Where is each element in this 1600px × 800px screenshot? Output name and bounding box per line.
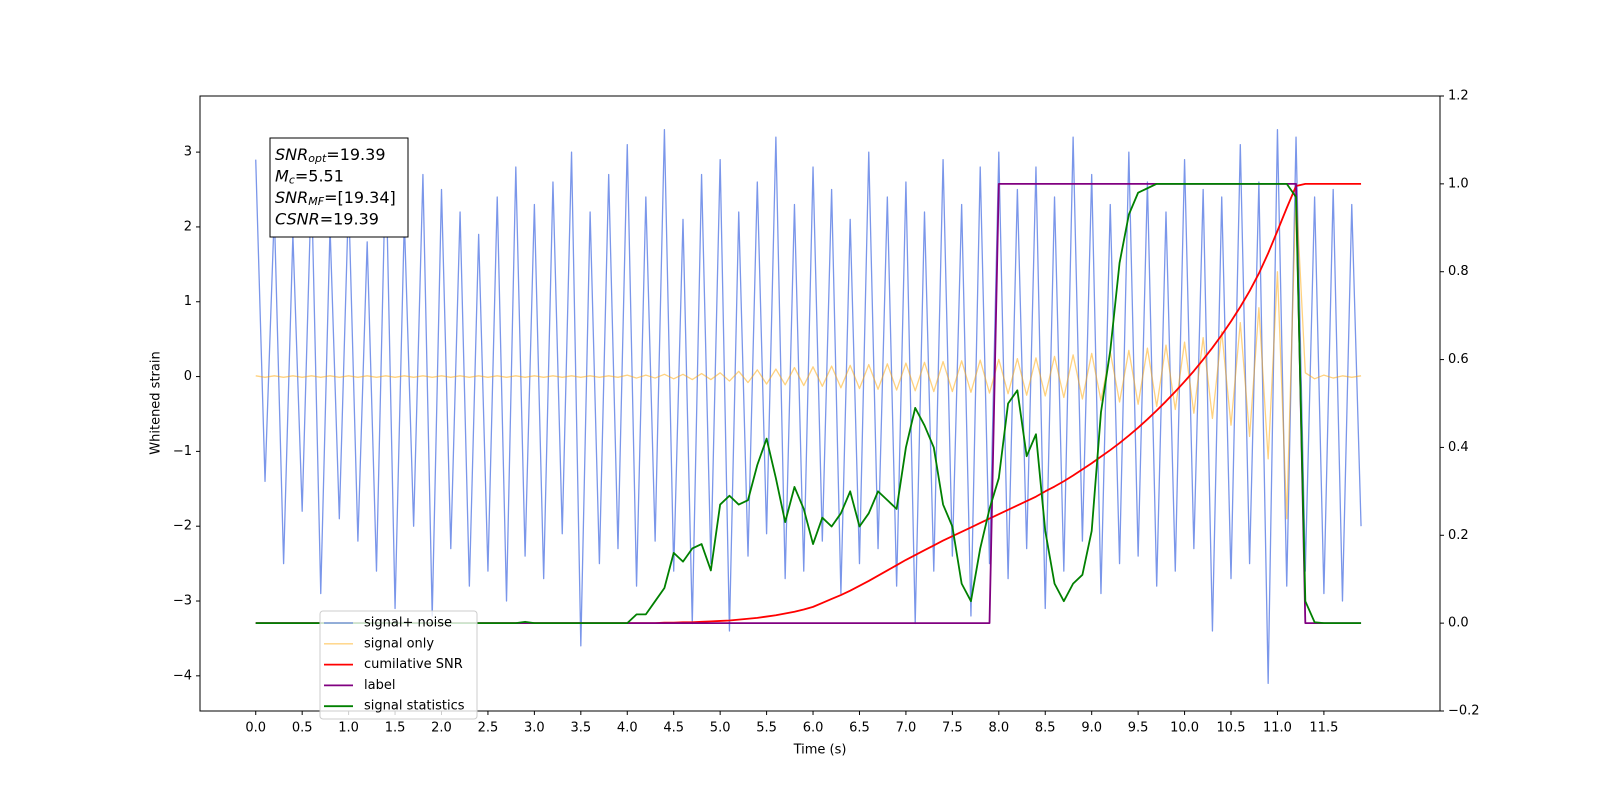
x-tick-label: 9.5 [1128, 721, 1149, 736]
x-tick-label: 6.5 [849, 721, 870, 736]
x-tick-label: 5.0 [710, 721, 731, 736]
annotation-subscript: c [289, 174, 295, 187]
y2-tick-label: 1.0 [1448, 176, 1469, 191]
y-tick-label: −1 [173, 444, 192, 459]
annotation-box [269, 137, 409, 238]
x-tick-label: 2.0 [431, 721, 452, 736]
legend-box [319, 610, 478, 720]
x-tick-label: 7.0 [896, 721, 917, 736]
x-tick-label: 9.0 [1081, 721, 1102, 736]
y2-tick-label: 0.2 [1448, 528, 1469, 543]
x-tick-label: 6.0 [803, 721, 824, 736]
series-line [255, 188, 1362, 520]
x-tick-label: 2.5 [478, 721, 499, 736]
x-tick-label: 11.0 [1263, 721, 1292, 736]
annotation: CSNR=19.39 [275, 209, 379, 228]
y-tick-label: −2 [173, 519, 192, 534]
annotation-text: =5.51 [295, 166, 344, 185]
x-tick-label: 4.0 [617, 721, 638, 736]
x-tick-label: 8.5 [1035, 721, 1056, 736]
x-tick-label: 5.5 [756, 721, 777, 736]
x-tick-label: 7.5 [942, 721, 963, 736]
annotation-subscript: opt [308, 152, 327, 165]
legend-label: cumilative SNR [364, 657, 463, 672]
y-tick-label: 1 [184, 294, 192, 309]
y-axis-label: Whitened strain [149, 351, 164, 454]
x-tick-label: 4.5 [663, 721, 684, 736]
series-line [255, 129, 1362, 684]
y2-tick-label: 1.2 [1448, 89, 1469, 104]
y-tick-label: 3 [184, 145, 192, 160]
annotation: Mc=5.51 [275, 166, 344, 187]
x-tick-label: 8.0 [988, 721, 1009, 736]
y2-tick-label: 0.8 [1448, 264, 1469, 279]
legend-label: signal statistics [364, 699, 465, 714]
annotation-symbol: SNR [275, 188, 308, 207]
y-tick-label: −3 [173, 594, 192, 609]
y2-tick-label: 0.6 [1448, 352, 1469, 367]
annotation: SNRopt=19.39 [275, 145, 386, 166]
annotation-subscript: MF [308, 195, 324, 208]
annotation-symbol: CSNR [275, 209, 320, 228]
annotation: SNRMF=[19.34] [275, 188, 396, 209]
axes-frame [199, 95, 1441, 712]
annotation-text: =[19.34] [324, 188, 396, 207]
annotation-symbol: SNR [275, 145, 308, 164]
y-tick-label: 2 [184, 219, 192, 234]
x-tick-label: 0.0 [245, 721, 266, 736]
legend-label: label [364, 678, 395, 693]
x-axis-label: Time (s) [793, 743, 847, 758]
annotation-symbol: M [275, 166, 289, 185]
x-tick-label: 10.0 [1170, 721, 1199, 736]
y-tick-label: 0 [184, 369, 192, 384]
x-tick-label: 1.0 [338, 721, 359, 736]
x-tick-label: 11.5 [1309, 721, 1338, 736]
legend-label: signal+ noise [364, 616, 452, 631]
x-tick-label: 10.5 [1217, 721, 1246, 736]
annotation-text: =19.39 [320, 209, 379, 228]
y-tick-label: −4 [173, 668, 192, 683]
y2-tick-label: −0.2 [1448, 704, 1480, 719]
x-tick-label: 0.5 [292, 721, 313, 736]
y2-tick-label: 0.0 [1448, 616, 1469, 631]
x-tick-label: 1.5 [385, 721, 406, 736]
x-tick-label: 3.0 [524, 721, 545, 736]
annotation-text: =19.39 [326, 145, 385, 164]
y2-tick-label: 0.4 [1448, 440, 1469, 455]
x-tick-label: 3.5 [570, 721, 591, 736]
legend-label: signal only [364, 636, 434, 651]
